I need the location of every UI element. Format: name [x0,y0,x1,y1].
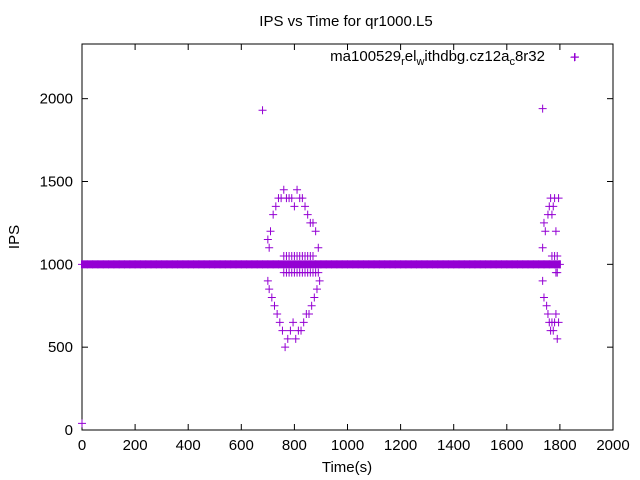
x-tick-label: 400 [176,437,201,454]
x-tick-label: 2000 [596,437,629,454]
y-tick-label: 0 [65,422,73,439]
x-tick-label: 1600 [490,437,523,454]
data-point [289,318,298,327]
data-point [271,202,280,211]
data-point [538,276,547,285]
data-point [290,202,299,211]
data-point [315,276,324,285]
data-point [305,310,314,319]
data-point [542,301,551,310]
data-point [543,310,552,319]
data-point [283,334,292,343]
data-point [279,185,288,194]
series-points [78,53,579,428]
series-baseline [78,260,564,269]
x-tick-label: 0 [78,437,86,454]
data-point [551,227,560,236]
data-point [269,210,278,219]
data-point [554,318,563,327]
x-axis: 0 200 400 600 800 1000 1200 1400 1600 1800 2000 [78,44,630,454]
data-point [549,202,558,211]
x-tick-label: 600 [229,437,254,454]
data-point [553,268,562,277]
data-point [553,334,562,343]
data-point [310,293,319,302]
data-point [314,243,323,252]
data-point [293,185,302,194]
data-point [312,285,321,294]
data-point [539,218,548,227]
data-point [297,326,306,335]
x-tick-label: 1400 [437,437,470,454]
data-point [78,419,86,428]
x-axis-label: Time(s) [322,459,372,476]
data-point [298,194,307,203]
data-point [265,243,274,252]
data-point [547,210,556,219]
data-point [265,285,274,294]
data-point [266,227,275,236]
data-point [291,334,300,343]
data-point [311,227,320,236]
data-point [554,194,563,203]
data-point [308,218,317,227]
data-point [551,310,560,319]
data-point [555,260,564,269]
data-point [281,343,290,352]
data-point [263,276,272,285]
x-tick-label: 200 [123,437,148,454]
data-point [278,326,287,335]
x-tick-label: 1000 [331,437,364,454]
legend: ma100529relwithdbg.cz12ac8r32 [330,48,579,68]
data-point [299,318,308,327]
x-tick-label: 1800 [543,437,576,454]
data-point [275,318,284,327]
data-point [570,53,579,62]
data-point [541,227,550,236]
y-axis: 0 500 1000 1500 2000 [40,91,613,439]
y-tick-label: 2000 [40,91,73,108]
y-axis-label: IPS [6,225,23,249]
data-point [549,326,558,335]
data-point [270,301,279,310]
data-point [308,252,317,261]
data-point [307,301,316,310]
data-point [287,194,296,203]
data-point [273,310,282,319]
data-point [550,252,559,261]
data-point [286,326,295,335]
data-point [258,106,267,115]
chart-title: IPS vs Time for qr1000.L5 [259,13,432,30]
legend-entry-label: ma100529relwithdbg.cz12ac8r32 [330,48,545,68]
y-tick-label: 1500 [40,174,73,191]
data-point [538,243,547,252]
y-tick-label: 1000 [40,256,73,273]
data-point [301,202,310,211]
x-tick-label: 800 [282,437,307,454]
data-point [539,293,548,302]
x-tick-label: 1200 [384,437,417,454]
plot-frame [81,43,614,431]
data-point [263,235,272,244]
y-tick-label: 500 [48,339,73,356]
data-point [303,210,312,219]
data-point [314,268,323,277]
data-point [267,293,276,302]
data-point [538,104,547,113]
